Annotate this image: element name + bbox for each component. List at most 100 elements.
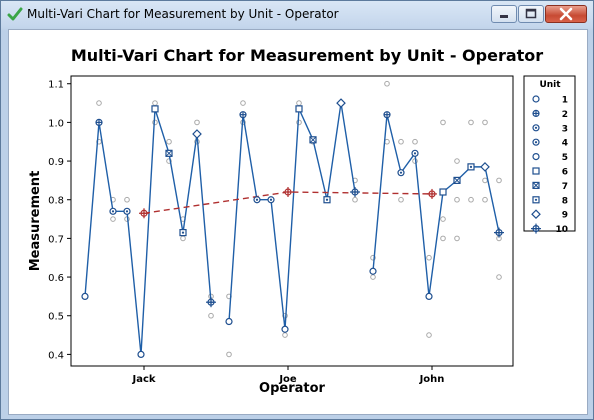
x-tick-label: John [419,374,445,385]
legend-title: Unit [539,80,561,90]
legend-marker [532,138,540,146]
unit-mean-marker [225,317,233,326]
unit-mean-marker [281,325,289,333]
unit-mean-marker [453,176,461,184]
legend-label: 3 [562,124,568,134]
observation-point [96,100,102,106]
unit-mean-marker [350,187,360,197]
maximize-button[interactable] [518,5,544,23]
unit-mean-marker [239,111,247,119]
legend-marker [532,95,540,103]
unit-markers [81,98,504,358]
legend: 1 2 3 4 5 6 7 8 9 10 [531,95,568,235]
observation-point [440,235,446,242]
observation-point [240,100,246,106]
unit-mean-marker [323,196,331,204]
minimize-icon [500,15,508,18]
marker-detail [111,210,115,213]
chart-title: Multi-Vari Chart for Measurement by Unit… [71,46,543,65]
marker-detail [453,177,461,184]
unit-mean-marker [123,207,131,215]
marker-detail [534,126,538,129]
legend-box [523,75,576,232]
marker-shape [532,152,540,161]
close-button[interactable] [545,5,587,23]
observation-point [398,196,404,203]
marker-shape [425,292,433,300]
y-tick-label: 0.6 [48,273,64,284]
y-tick-label: 0.8 [48,196,64,207]
observation-point [426,254,432,261]
marker-shape [137,350,145,358]
observation-point [166,158,172,164]
observation-point [440,119,446,126]
legend-label: 5 [562,153,568,163]
observation-point [226,351,232,358]
y-tick-label: 0.9 [48,157,64,168]
marker-shape [531,209,541,220]
observation-point [166,138,172,145]
unit-mean-marker [295,105,303,113]
legend-label: 6 [562,168,568,178]
observation-point [282,312,288,319]
unit-mean-marker [411,149,419,157]
unit-mean-marker [95,118,103,127]
unit-mean-marker [81,292,89,300]
observation-point [208,312,214,319]
marker-detail [399,171,403,174]
marker-detail [325,198,329,201]
marker-shape [532,167,540,175]
observation-point [110,216,116,222]
marker-detail [469,165,473,168]
marker-detail [534,141,538,144]
unit-mean-marker [267,196,275,204]
series-line-john [372,114,500,297]
observation-point [496,177,502,184]
legend-label: 2 [562,110,568,120]
legend-label: 1 [562,96,568,106]
observation-point [482,119,488,126]
series-line-joe [228,102,356,330]
unit-mean-marker [109,207,117,215]
unit-mean-marker [336,98,346,108]
check-icon [7,7,23,21]
marker-detail [165,149,173,157]
legend-marker [532,124,540,132]
y-tick-label: 0.7 [48,234,64,245]
unit-mean-marker [192,129,202,139]
operator-mean-marker [283,187,293,197]
close-icon [559,7,573,21]
observation-point [468,119,474,126]
observation-point [194,119,200,126]
observation-point [124,196,130,203]
operator-mean-marker [427,188,437,199]
unit-mean-marker [494,227,504,238]
marker-shape [480,162,490,172]
marker-detail [413,152,417,155]
x-tick-label: Joe [278,374,297,385]
observation-point [454,158,460,164]
marker-detail [309,136,317,144]
marker-shape [151,105,159,113]
unit-mean-marker [137,350,145,358]
y-tick-label: 1.1 [48,80,64,91]
marker-shape [295,105,303,113]
unit-mean-marker [480,162,490,172]
title-bar[interactable]: Multi-Vari Chart for Measurement by Unit… [1,1,593,29]
window-title: Multi-Vari Chart for Measurement by Unit… [27,7,339,21]
legend-marker [532,196,540,204]
legend-marker [532,109,540,118]
axes: 0.4 0.5 0.6 0.7 0.8 0.9 1.0 1.1 Jack Joe John [48,80,444,385]
observation-point [454,235,460,242]
minimize-button[interactable] [491,5,517,23]
legend-marker [532,167,540,175]
multi-vari-chart: Multi-Vari Chart for Measurement by Unit… [28,46,576,396]
legend-marker [531,223,541,234]
unit-mean-marker [467,163,475,171]
legend-marker [532,181,540,189]
unit-mean-marker [253,196,261,204]
unit-mean-marker [165,149,173,157]
unit-mean-marker [151,105,159,113]
observation-point [454,196,460,203]
unit-mean-marker [383,111,391,119]
